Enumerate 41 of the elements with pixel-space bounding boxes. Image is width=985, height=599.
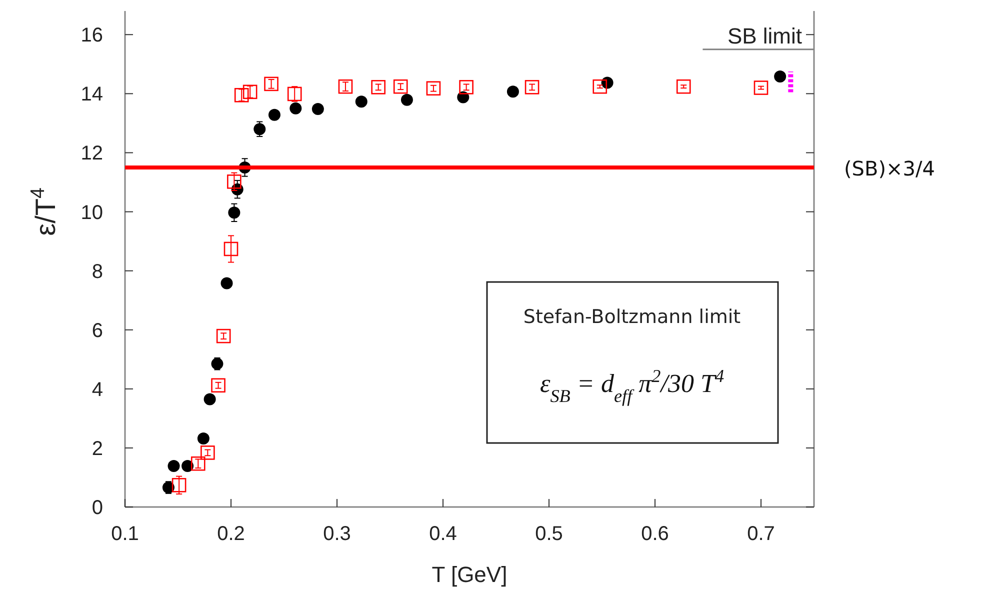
point [459,80,474,94]
y-tick-label: 4 [92,378,103,401]
y-tick-label: 8 [92,260,103,283]
x-tick-label: 0.1 [111,523,139,545]
ref-line-label: (SB)×3/4 [844,156,935,180]
annotation: Stefan-Boltzmann limit [523,306,741,328]
x-tick-label: 0.5 [535,523,563,545]
point [216,328,231,344]
x-tick-label: 0.3 [323,523,351,545]
x-tick-label: 0.4 [429,523,457,545]
point [224,242,238,256]
y-tick-label: 14 [80,84,103,106]
point [287,86,302,102]
x-tick-label: 0.7 [747,523,775,545]
point [242,84,258,100]
point [172,478,186,492]
x-tick-label: 0.6 [641,523,669,545]
y-tick-label: 2 [92,438,103,460]
x-axis-title: T [GeV] [432,562,508,587]
point [676,79,691,94]
point [524,80,540,94]
y-tick-label: 12 [80,142,103,165]
point [754,80,768,95]
y-tick-label: 16 [80,24,103,47]
point [426,81,441,96]
point [371,80,386,94]
point [200,446,215,460]
point [592,79,608,94]
x-tick-label: 0.2 [217,523,245,545]
point [338,79,353,94]
annotation: ε$_{SB}$ = d$_{eff}$ π$^{2}$/30 T$^{4}$ [540,366,724,406]
series-label: SB limit [727,23,802,48]
y-tick-label: 6 [92,320,103,342]
point [227,174,242,189]
y-tick-label: 0 [92,497,103,519]
point [190,456,206,471]
point [264,76,278,92]
point [393,79,408,94]
point [211,378,226,393]
point [228,206,240,219]
y-tick-label: 10 [80,202,103,224]
